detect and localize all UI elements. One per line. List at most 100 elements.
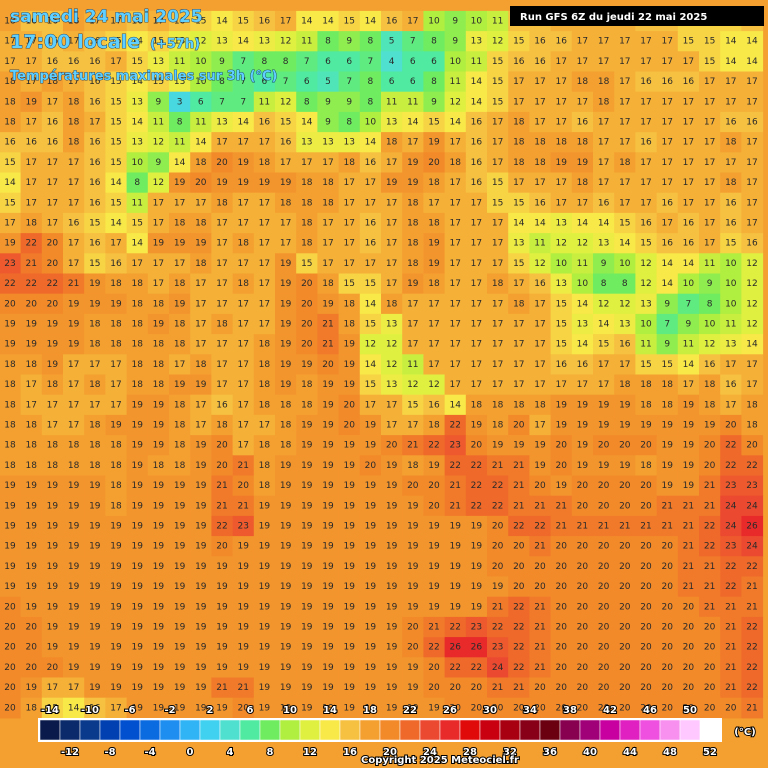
temperature-cell xyxy=(677,51,700,72)
temperature-cell xyxy=(635,233,658,254)
temperature-value: 15 xyxy=(513,259,524,269)
legend-label: 10 xyxy=(283,705,297,716)
temperature-value: 19 xyxy=(301,481,313,491)
temperature-value: 19 xyxy=(4,239,16,249)
temperature-cell xyxy=(359,192,382,214)
temperature-cell xyxy=(571,152,594,173)
temperature-cell xyxy=(126,51,149,72)
temperature-value: 17 xyxy=(449,198,460,208)
temperature-value: 19 xyxy=(407,522,419,532)
temperature-cell xyxy=(465,132,488,153)
temperature-cell xyxy=(169,31,191,52)
temperature-value: 20 xyxy=(428,663,440,673)
temperature-value: 21 xyxy=(661,522,672,532)
temperature-cell xyxy=(402,212,424,234)
temperature-cell xyxy=(444,334,467,355)
temperature-value: 18 xyxy=(4,118,16,128)
temperature-value: 19 xyxy=(153,400,165,410)
temperature-value: 21 xyxy=(619,522,630,532)
temperature-value: 20 xyxy=(555,663,567,673)
temperature-value: 8 xyxy=(346,118,352,128)
temperature-value: 17 xyxy=(683,158,694,168)
temperature-cell xyxy=(614,111,636,133)
temperature-cell xyxy=(317,71,340,93)
temperature-value: 18 xyxy=(513,158,525,168)
temperature-value: 17 xyxy=(534,97,545,107)
temperature-cell xyxy=(253,233,276,254)
temperature-value: 18 xyxy=(301,239,313,249)
temperature-cell xyxy=(593,91,615,113)
temperature-value: 10 xyxy=(471,17,483,27)
temperature-value: 21 xyxy=(428,623,439,633)
temperature-cell xyxy=(571,253,594,274)
temperature-value: 19 xyxy=(131,562,143,572)
temperature-value: 20 xyxy=(428,683,440,693)
temperature-value: 15 xyxy=(365,380,376,390)
temperature-cell xyxy=(550,31,573,52)
legend-label: 14 xyxy=(323,705,337,716)
temperature-cell xyxy=(593,233,615,254)
temperature-value: 19 xyxy=(322,400,334,410)
temperature-value: 18 xyxy=(492,279,504,289)
temperature-cell xyxy=(232,71,255,93)
temperature-value: 18 xyxy=(492,421,504,431)
temperature-value: 15 xyxy=(555,340,566,350)
temperature-value: 19 xyxy=(280,299,292,309)
temperature-value: 17 xyxy=(386,279,397,289)
temperature-cell xyxy=(147,313,170,335)
temperature-value: 17 xyxy=(661,158,672,168)
temperature-cell xyxy=(614,91,636,113)
temperature-cell xyxy=(677,172,700,194)
temperature-cell xyxy=(317,374,340,396)
temperature-value: 18 xyxy=(174,279,186,289)
temperature-cell xyxy=(317,132,340,153)
temperature-value: 17 xyxy=(640,37,651,47)
temperature-value: 19 xyxy=(640,421,652,431)
temperature-cell xyxy=(275,293,297,315)
temperature-cell xyxy=(444,374,467,396)
temperature-value: 19 xyxy=(407,158,419,168)
temperature-value: 17 xyxy=(704,198,715,208)
temperature-value: 17 xyxy=(153,279,164,289)
temperature-value: 16 xyxy=(68,57,80,67)
temperature-value: 17 xyxy=(322,219,333,229)
temperature-value: 20 xyxy=(555,602,567,612)
temperature-value: 18 xyxy=(195,360,207,370)
temperature-value: 3 xyxy=(177,97,183,107)
temperature-value: 9 xyxy=(452,17,458,27)
temperature-value: 18 xyxy=(153,461,165,471)
temperature-value: 11 xyxy=(725,320,736,330)
temperature-cell xyxy=(656,31,679,52)
temperature-value: 17 xyxy=(407,320,418,330)
temperature-value: 19 xyxy=(365,643,377,653)
temperature-value: 19 xyxy=(386,602,398,612)
temperature-value: 19 xyxy=(131,643,143,653)
temperature-value: 17 xyxy=(237,299,248,309)
temperature-cell xyxy=(635,374,658,396)
temperature-cell xyxy=(465,172,488,194)
temperature-cell xyxy=(677,354,700,375)
temperature-cell xyxy=(402,273,424,295)
temperature-value: 17 xyxy=(661,57,672,67)
temperature-value: 22 xyxy=(25,239,36,249)
temperature-value: 19 xyxy=(577,158,589,168)
temperature-value: 20 xyxy=(343,421,355,431)
temperature-cell xyxy=(635,71,658,93)
temperature-cell xyxy=(232,354,255,375)
temperature-cell xyxy=(275,374,297,396)
temperature-value: 14 xyxy=(365,17,377,27)
temperature-cell xyxy=(635,354,658,375)
legend-swatch xyxy=(279,719,301,741)
temperature-cell xyxy=(63,172,85,194)
temperature-value: 10 xyxy=(428,17,440,27)
temperature-cell xyxy=(635,192,658,214)
temperature-cell xyxy=(529,212,552,234)
temperature-cell xyxy=(444,71,467,93)
temperature-cell xyxy=(593,313,615,335)
temperature-value: 17 xyxy=(471,360,482,370)
temperature-value: 11 xyxy=(407,97,418,107)
temperature-value: 17 xyxy=(110,360,121,370)
temperature-cell xyxy=(614,71,636,93)
temperature-cell xyxy=(211,51,234,72)
temperature-value: 8 xyxy=(431,77,437,87)
